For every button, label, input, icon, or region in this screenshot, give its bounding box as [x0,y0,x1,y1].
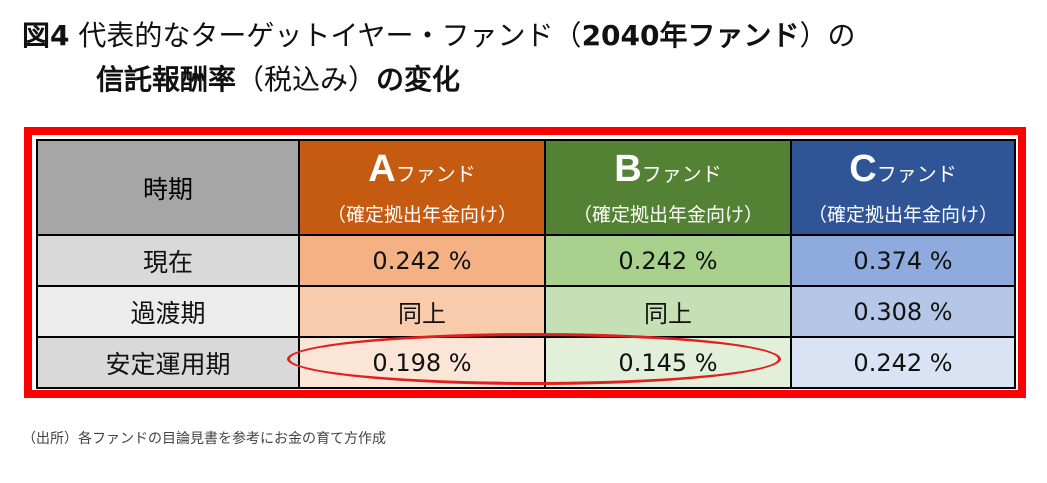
fund-c-suffix: ファンド [876,161,957,186]
header-period: 時期 [36,139,300,236]
figure-label: 図4 [22,19,70,52]
fund-a-suffix: ファンド [395,161,476,186]
fee-cell-b: 0.242 % [544,234,792,287]
title-fund-name: 2040年ファンド [581,19,800,52]
title-line-2: 信託報酬率（税込み）の変化 [22,58,1032,102]
fee-cell-a: 0.198 % [298,336,546,389]
table-row: 現在 0.242 % 0.242 % 0.374 % [36,234,1016,287]
fund-b-suffix: ファンド [641,161,722,186]
title-line-1: 図4 代表的なターゲットイヤー・ファンド（2040年ファンド）の [22,14,1032,58]
fee-cell-a: 同上 [298,285,546,338]
fund-a-letter: A [368,147,396,190]
fee-cell-b: 0.145 % [544,336,792,389]
table-frame: 時期 Aファンド （確定拠出年金向け） Bファンド （確定拠出年金向け） Cファ… [24,127,1026,398]
fund-b-letter: B [614,147,642,190]
title-text-2-end: の変化 [376,63,461,96]
fee-table: 時期 Aファンド （確定拠出年金向け） Bファンド （確定拠出年金向け） Cファ… [36,139,1016,389]
table-header-row: 時期 Aファンド （確定拠出年金向け） Bファンド （確定拠出年金向け） Cファ… [36,139,1016,236]
period-label: 安定運用期 [36,336,300,389]
fee-cell-c: 0.308 % [790,285,1016,338]
period-label: 過渡期 [36,285,300,338]
figure-title: 図4 代表的なターゲットイヤー・ファンド（2040年ファンド）の 信託報酬率（税… [22,14,1032,102]
header-fund-c: Cファンド （確定拠出年金向け） [790,139,1016,236]
fund-b-subtitle: （確定拠出年金向け） [572,203,763,226]
title-text-1: 代表的なターゲットイヤー・ファンド（ [78,19,582,52]
fund-a-subtitle: （確定拠出年金向け） [326,203,517,226]
title-text-1-end: ）の [799,19,856,52]
title-text-2: （税込み） [236,63,377,96]
period-label: 現在 [36,234,300,287]
fee-cell-c: 0.242 % [790,336,1016,389]
fund-c-subtitle: （確定拠出年金向け） [807,203,998,226]
fee-cell-b: 同上 [544,285,792,338]
fee-cell-c: 0.374 % [790,234,1016,287]
title-emphasis: 信託報酬率 [96,63,237,96]
header-fund-a: Aファンド （確定拠出年金向け） [298,139,546,236]
header-fund-b: Bファンド （確定拠出年金向け） [544,139,792,236]
source-note: （出所）各ファンドの目論見書を参考にお金の育て方作成 [22,431,386,447]
fee-cell-a: 0.242 % [298,234,546,287]
table-row: 安定運用期 0.198 % 0.145 % 0.242 % [36,336,1016,389]
table-row: 過渡期 同上 同上 0.308 % [36,285,1016,338]
fund-c-letter: C [849,147,877,190]
